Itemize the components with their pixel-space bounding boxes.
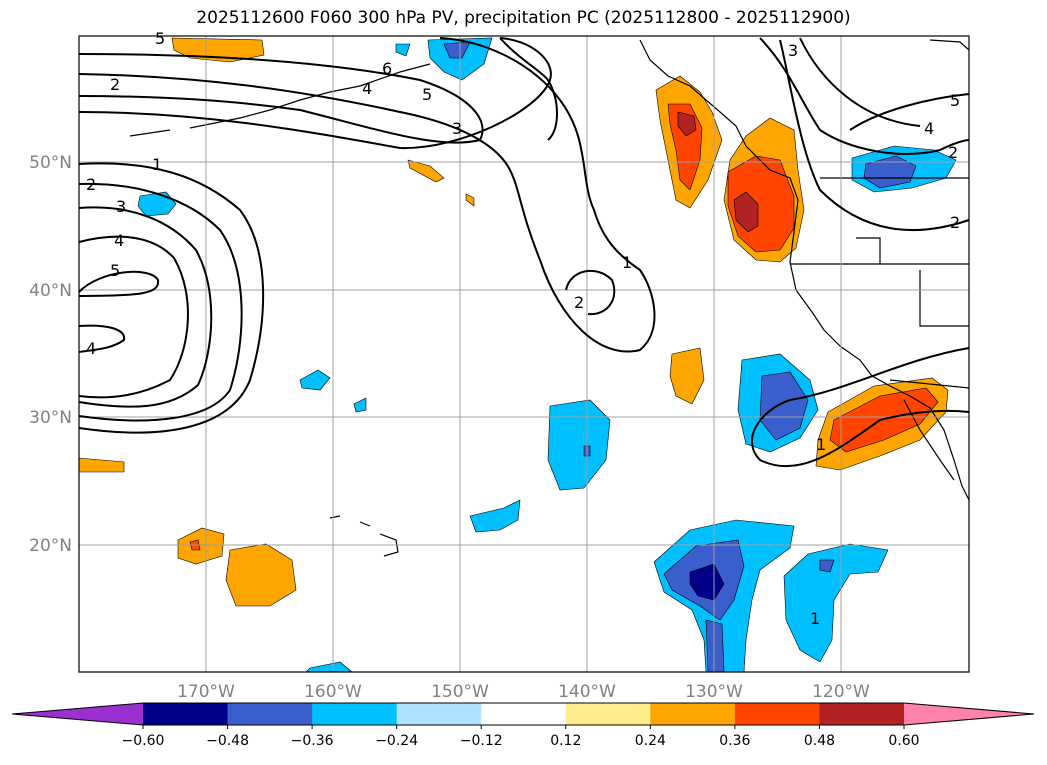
lon-label: 120°W <box>812 682 870 702</box>
lat-label: 30°N <box>29 408 72 428</box>
colorbar-segment <box>650 703 736 725</box>
precip-negative-area <box>705 619 725 673</box>
precip-positive-area <box>733 191 759 233</box>
colorbar-tick-label: −0.48 <box>206 733 249 749</box>
contour-label: 6 <box>382 59 392 78</box>
contour-label: 5 <box>155 29 165 48</box>
contour-label: 2 <box>86 175 96 194</box>
lat-label: 50°N <box>29 153 72 173</box>
coastlines <box>129 39 970 557</box>
precip-negative-area <box>395 43 411 57</box>
colorbar-tick-label: −0.24 <box>375 733 418 749</box>
precip-negative-area <box>443 41 471 59</box>
contour-label: 4 <box>86 339 96 358</box>
contour-label: 5 <box>110 261 120 280</box>
precip-negative-area <box>137 191 177 217</box>
precip-negative-area <box>469 499 521 533</box>
precip-positive-area <box>225 543 297 607</box>
colorbar-segment <box>565 703 651 725</box>
contour-label: 1 <box>816 435 826 454</box>
precip-negative-area <box>783 543 889 663</box>
colorbar: −0.60 −0.48 −0.36 −0.24 −0.12 0.12 0.24 0.36 0.4… <box>11 702 1035 749</box>
colorbar-segment <box>396 703 482 725</box>
colorbar-tick-label: 0.60 <box>888 733 919 749</box>
contour-label: 2 <box>950 213 960 232</box>
precip-positive-area <box>465 193 475 207</box>
precip-negative-area <box>299 369 331 391</box>
lon-label: 160°W <box>304 682 362 702</box>
colorbar-tick-label: −0.12 <box>460 733 503 749</box>
contour-label: 3 <box>116 197 126 216</box>
contour-label: 3 <box>452 119 462 138</box>
lon-label: 140°W <box>558 682 616 702</box>
contour-label: 2 <box>948 143 958 162</box>
contour-label: 3 <box>788 41 798 60</box>
colorbar-tick-label: −0.60 <box>122 733 165 749</box>
colorbar-tick-label: −0.36 <box>291 733 334 749</box>
colorbar-tick-label: 0.12 <box>550 733 581 749</box>
contour-label: 5 <box>422 85 432 104</box>
colorbar-segment <box>481 703 567 725</box>
contour-label: 5 <box>950 91 960 110</box>
colorbar-extend-high <box>904 703 1034 725</box>
contour-label: 1 <box>622 253 632 272</box>
map-title: 2025112600 F060 300 hPa PV, precipitatio… <box>196 8 851 28</box>
contour-labels: 1 2 3 4 5 4 2 4 5 3 6 5 1 2 3 5 4 2 2 1 … <box>86 29 960 628</box>
precip-positive-area <box>177 527 225 565</box>
colorbar-segment <box>734 703 820 725</box>
colorbar-segment <box>819 703 905 725</box>
lat-label: 20°N <box>29 536 72 556</box>
colorbar-segment <box>227 703 313 725</box>
colorbar-tick-label: 0.48 <box>804 733 835 749</box>
graticule <box>79 36 969 672</box>
longitude-labels: 170°W 160°W 150°W 140°W 130°W 120°W <box>177 682 870 702</box>
contour-label: 2 <box>574 293 584 312</box>
lon-label: 130°W <box>685 682 743 702</box>
colorbar-segment <box>143 703 229 725</box>
precipitation-fill <box>78 37 957 673</box>
colorbar-tick-label: 0.24 <box>635 733 666 749</box>
contour-label: 4 <box>924 119 934 138</box>
contour-label: 4 <box>362 79 372 98</box>
colorbar-extend-low <box>12 703 143 725</box>
contour-label: 2 <box>110 75 120 94</box>
colorbar-tick-label: 0.36 <box>719 733 750 749</box>
precip-negative-area <box>353 397 367 413</box>
precip-positive-area <box>669 347 705 405</box>
map-frame <box>78 35 970 673</box>
precip-positive-area <box>677 111 697 137</box>
lon-label: 170°W <box>177 682 235 702</box>
contour-label: 4 <box>114 231 124 250</box>
precip-negative-area <box>547 399 611 491</box>
colorbar-segment <box>312 703 398 725</box>
precip-positive-area <box>407 159 445 183</box>
contour-label: 1 <box>152 155 162 174</box>
lat-label: 40°N <box>29 281 72 301</box>
pv-contours <box>78 37 970 468</box>
latitude-labels: 50°N 40°N 30°N 20°N <box>29 153 72 556</box>
contour-label: 1 <box>810 609 820 628</box>
lon-label: 150°W <box>431 682 489 702</box>
precip-negative-area <box>819 559 835 573</box>
